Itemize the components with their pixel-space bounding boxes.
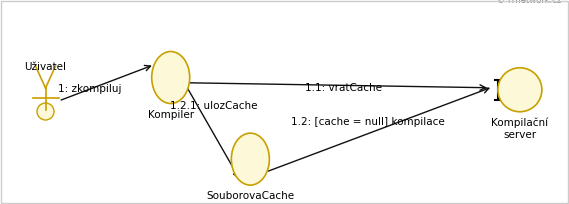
Text: Kompilační
server: Kompilační server [491,118,549,140]
Text: 1.2.1: ulozCache: 1.2.1: ulozCache [170,101,257,111]
Ellipse shape [232,133,269,185]
Text: 1.1: vratCache: 1.1: vratCache [305,83,382,93]
Text: 1.2: [cache = null] kompilace: 1.2: [cache = null] kompilace [291,117,445,127]
Ellipse shape [152,52,189,103]
Text: Kompiler: Kompiler [147,110,194,120]
Circle shape [37,103,54,120]
Circle shape [498,68,542,112]
Text: 1: zkompiluj: 1: zkompiluj [58,84,122,94]
Text: Uživatel: Uživatel [24,62,67,72]
Text: SouborovaCache: SouborovaCache [207,191,294,201]
Text: © ITnetwork.cz: © ITnetwork.cz [497,0,561,5]
